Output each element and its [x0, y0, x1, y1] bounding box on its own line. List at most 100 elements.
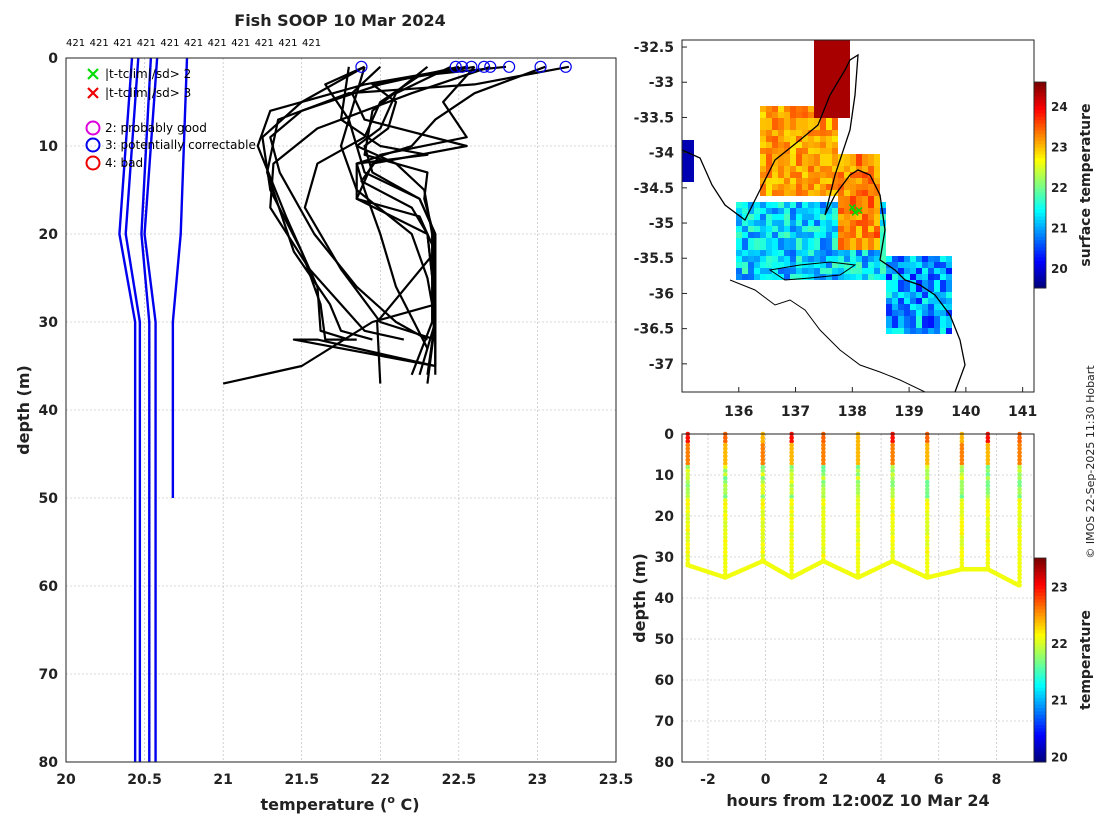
section-sample-point [722, 457, 728, 463]
section-sample-point [890, 439, 895, 444]
sst-cell [928, 256, 934, 262]
section-sample-point [855, 461, 861, 466]
sst-cell [880, 250, 886, 256]
section-sample-point [1017, 542, 1022, 547]
section-sample-point [1017, 575, 1022, 581]
sst-cell [892, 292, 898, 298]
sst-cell [838, 214, 844, 220]
sst-cell [784, 250, 790, 256]
sst-cell [742, 238, 748, 244]
sst-cell [844, 166, 850, 172]
colorbar-swatch [1034, 578, 1046, 583]
sst-cell [802, 190, 808, 196]
sst-cell [850, 274, 856, 280]
sst-cell [868, 154, 874, 160]
map-y-tick-label: -33 [649, 75, 674, 91]
sst-cell [814, 154, 820, 160]
sst-cell [784, 154, 790, 160]
section-sample-point [722, 549, 728, 555]
section-sample-point [855, 523, 861, 529]
sst-cell [778, 208, 784, 214]
sst-cell [832, 136, 838, 142]
section-sample-point [890, 461, 895, 466]
colorbar-swatch [1034, 595, 1046, 600]
sst-cell [904, 310, 910, 316]
section-sample-point [789, 568, 794, 573]
section-sample-point [959, 453, 965, 459]
section-sample-point [789, 494, 794, 500]
section-sample-point [789, 531, 794, 536]
sst-cell [760, 172, 766, 178]
section-sample-point [985, 479, 991, 485]
sst-cell [862, 232, 868, 238]
sst-cell [742, 244, 748, 250]
section-sample-point [1017, 546, 1022, 551]
colorbar-swatch [1034, 755, 1046, 760]
section-sample-point [760, 487, 766, 492]
colorbar-swatch [1034, 687, 1046, 692]
sst-cell [802, 226, 808, 232]
section-sample-point [685, 535, 691, 540]
sst-cell [844, 262, 850, 268]
sst-cell [934, 286, 940, 292]
section-sample-point [760, 483, 766, 488]
sst-cell [868, 160, 874, 166]
sst-cell [820, 172, 826, 178]
section-sample-point [890, 509, 895, 514]
section-sample-point [855, 527, 861, 533]
sst-cell [862, 208, 868, 214]
section-sample-point [789, 560, 794, 566]
section-sample-point [821, 479, 826, 485]
sst-cell [814, 244, 820, 250]
sst-cell [940, 310, 946, 316]
sst-cell [850, 220, 856, 226]
sst-cell [772, 262, 778, 268]
sst-cell [868, 274, 874, 280]
sst-cell [814, 76, 820, 82]
sst-cell [790, 226, 796, 232]
section-sample-point [855, 512, 861, 518]
colorbar-swatch [1034, 88, 1046, 93]
colorbar-swatch [1034, 112, 1046, 117]
section-sample-point [722, 538, 728, 544]
colorbar-swatch [1034, 198, 1046, 203]
sst-cell [682, 170, 694, 176]
sst-cell [856, 250, 862, 256]
section-sample-point [890, 520, 895, 525]
sst-cell [778, 202, 784, 208]
sst-cell [790, 148, 796, 154]
sst-cell [760, 274, 766, 280]
section-sample-point [685, 512, 691, 518]
legend-x-marker [87, 68, 99, 80]
sst-cell [832, 40, 838, 46]
section-sample-point [985, 549, 991, 555]
section-sample-point [890, 546, 895, 551]
section-sample-point [722, 442, 728, 448]
sst-cell [784, 106, 790, 112]
sst-cell [814, 106, 820, 112]
colorbar-swatch [1034, 588, 1046, 593]
sst-cell [844, 190, 850, 196]
sst-cell [838, 196, 844, 202]
section-sample-point [789, 549, 794, 555]
sst-cell [868, 262, 874, 268]
sst-cell [796, 148, 802, 154]
sst-cell [880, 220, 886, 226]
colorbar-swatch [1034, 632, 1046, 637]
sst-cell [784, 190, 790, 196]
sst-cell [838, 232, 844, 238]
section-sample-point [890, 553, 895, 559]
sst-cell [844, 268, 850, 274]
sst-cell [760, 202, 766, 208]
sst-cell [754, 268, 760, 274]
sst-cell [886, 280, 892, 286]
sst-cell [766, 244, 772, 250]
sst-cell [916, 292, 922, 298]
sst-cell [766, 262, 772, 268]
sst-cell [904, 298, 910, 304]
colorbar-swatch [1034, 704, 1046, 709]
sst-cell [736, 238, 742, 244]
section-sample-point [789, 498, 794, 503]
section-sample-point [1017, 512, 1022, 518]
sst-cell [916, 328, 922, 334]
